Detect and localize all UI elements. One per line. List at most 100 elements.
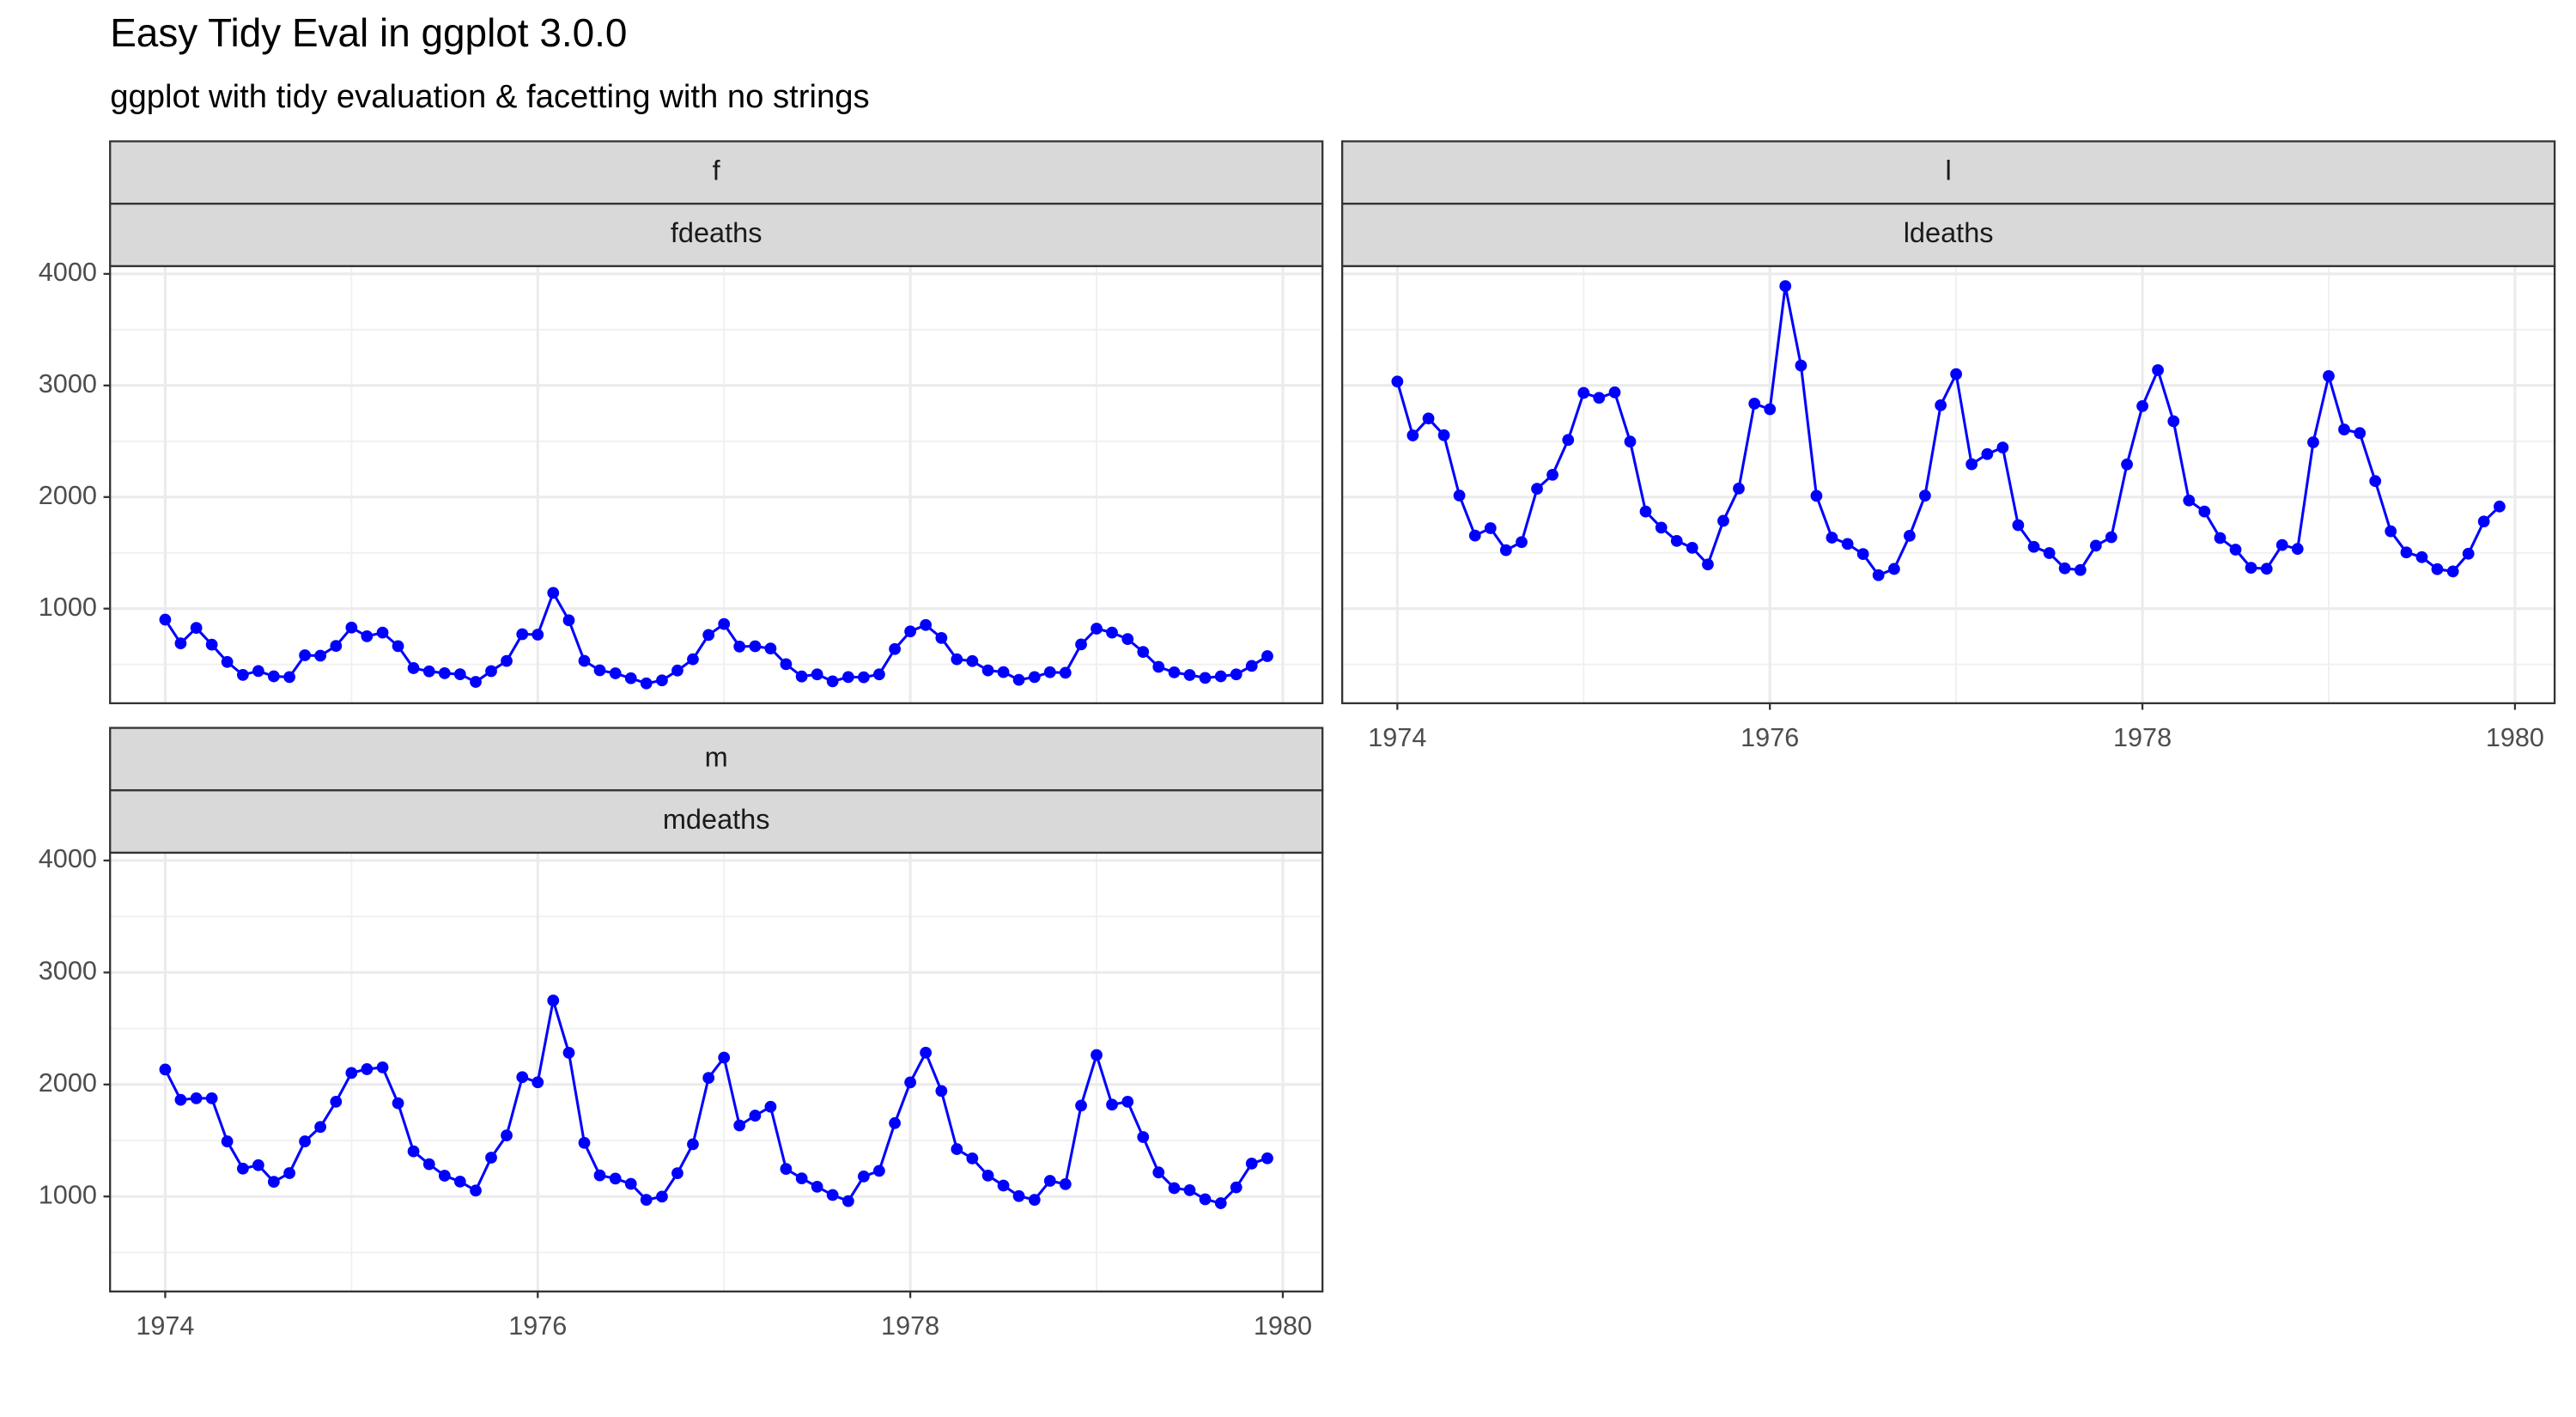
data-point <box>1075 638 1087 651</box>
data-point <box>516 1071 529 1084</box>
series-line <box>1395 285 2500 577</box>
data-point <box>966 1152 979 1165</box>
data-point <box>422 665 435 678</box>
data-point <box>252 1159 264 1171</box>
data-point <box>1981 447 1994 460</box>
y-tick-label: 3000 <box>39 956 97 985</box>
data-point <box>1137 646 1150 658</box>
data-point <box>1199 672 1212 684</box>
data-point <box>1245 1158 1258 1170</box>
data-point <box>2136 399 2148 412</box>
data-point <box>1562 434 1575 447</box>
data-point <box>2291 543 2304 556</box>
data-point <box>826 675 839 688</box>
data-point <box>159 613 172 626</box>
data-point <box>1121 1096 1134 1108</box>
facet-strip <box>1340 203 2556 268</box>
data-point <box>687 653 699 666</box>
data-point <box>702 1072 715 1085</box>
data-point <box>1872 569 1885 581</box>
data-point <box>981 664 994 677</box>
data-point <box>2369 475 2382 488</box>
data-point <box>1152 1166 1165 1179</box>
data-point <box>1168 666 1181 678</box>
data-point <box>438 1170 451 1182</box>
data-point <box>2074 563 2087 576</box>
data-point <box>1670 534 1683 547</box>
data-point <box>1531 483 1543 496</box>
data-point <box>1137 1131 1150 1143</box>
data-point <box>795 670 808 683</box>
data-point <box>314 1121 326 1134</box>
data-point <box>1499 544 1512 556</box>
data-point <box>2121 458 2133 471</box>
x-tick-label: 1978 <box>881 1311 939 1341</box>
data-point <box>2462 547 2475 560</box>
data-point <box>283 1167 295 1179</box>
data-point <box>2183 494 2196 507</box>
facet-strip <box>1340 140 2556 205</box>
data-point <box>1012 673 1025 686</box>
data-point <box>997 666 1010 678</box>
data-point <box>221 655 234 668</box>
data-point <box>873 1165 885 1177</box>
x-tick-label: 1976 <box>1741 723 1799 752</box>
panel <box>1342 265 2555 703</box>
data-point <box>1733 483 1745 495</box>
data-point <box>1919 490 1931 502</box>
data-point <box>1655 521 1668 534</box>
data-point <box>2494 500 2506 513</box>
chart-title: Easy Tidy Eval in ggplot 3.0.0 <box>110 10 627 55</box>
data-point <box>1043 666 1056 678</box>
data-point <box>236 668 249 681</box>
data-point <box>532 1076 544 1089</box>
data-point <box>889 642 901 655</box>
data-point <box>1261 1152 1273 1165</box>
data-point <box>2415 550 2428 563</box>
data-point <box>671 664 683 677</box>
data-point <box>330 640 343 652</box>
data-point <box>1593 392 1606 404</box>
data-point <box>702 629 715 642</box>
facet-strip <box>109 203 1324 268</box>
data-point <box>593 1169 606 1182</box>
panel-border <box>1340 265 2556 705</box>
data-point <box>904 625 917 638</box>
data-point <box>2027 540 2040 553</box>
x-tick-label: 1978 <box>2113 723 2172 752</box>
data-point <box>1624 435 1637 448</box>
data-point <box>593 664 606 677</box>
data-point <box>656 1190 668 1203</box>
data-point <box>485 665 497 678</box>
data-point <box>1214 1197 1227 1209</box>
data-point <box>453 668 466 680</box>
data-point <box>221 1135 234 1147</box>
data-point <box>470 1184 482 1197</box>
data-point <box>981 1169 994 1182</box>
data-point <box>267 1176 280 1189</box>
data-point <box>1577 386 1590 399</box>
data-point <box>997 1179 1010 1192</box>
data-point <box>2354 427 2366 440</box>
data-point <box>1484 522 1497 534</box>
data-point <box>299 649 311 661</box>
data-point <box>1091 1049 1103 1061</box>
data-point <box>470 676 482 688</box>
data-point <box>2385 525 2397 538</box>
data-point <box>407 1145 420 1158</box>
data-point <box>795 1172 808 1184</box>
data-point <box>935 631 948 644</box>
data-point <box>857 671 870 684</box>
data-point <box>624 672 637 684</box>
x-tick-label: 1980 <box>2486 723 2544 752</box>
data-point <box>1748 398 1761 410</box>
data-point <box>2431 563 2444 575</box>
data-point <box>1028 1194 1041 1207</box>
data-point <box>1795 359 1807 372</box>
data-point <box>2446 565 2459 578</box>
data-point <box>1245 660 1258 672</box>
data-point <box>1059 1177 1072 1190</box>
y-tick-label: 4000 <box>39 258 97 287</box>
data-point <box>1779 280 1792 292</box>
